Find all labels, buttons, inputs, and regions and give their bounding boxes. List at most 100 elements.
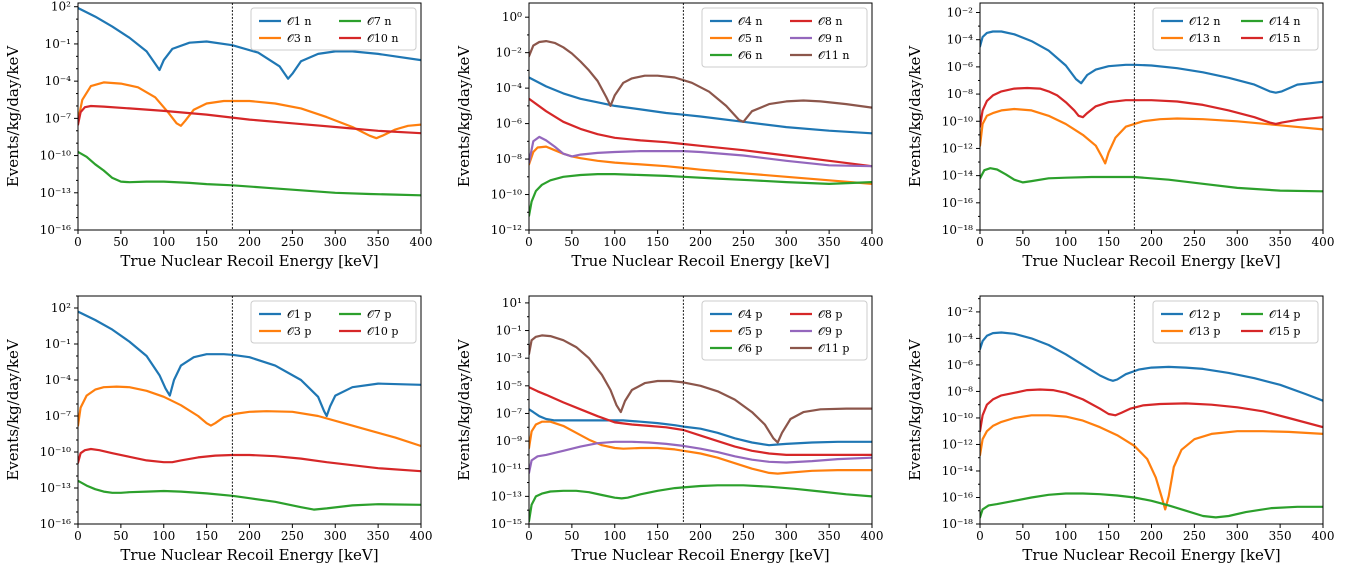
y-tick-label: 10⁻⁶	[947, 358, 974, 372]
y-tick-label: 10⁻¹⁰	[942, 114, 973, 128]
series-line-3	[529, 484, 872, 523]
y-tick-label: 10⁻¹²	[942, 437, 973, 451]
x-axis-label: True Nuclear Recoil Energy [keV]	[1022, 546, 1280, 564]
x-tick-label: 250	[281, 529, 304, 543]
legend-label: 𝒪1 p	[287, 308, 311, 321]
legend-label: 𝒪14 p	[1269, 308, 1300, 321]
x-tick-label: 350	[818, 529, 841, 543]
legend-label: 𝒪4 p	[738, 308, 762, 321]
x-tick-label: 100	[152, 235, 175, 249]
y-tick-label: 10⁻¹⁰	[491, 188, 522, 202]
series-line-2	[78, 385, 421, 448]
y-tick-label: 10⁻¹⁰	[942, 411, 973, 425]
x-tick-label: 100	[152, 529, 175, 543]
y-tick-label: 10⁻⁶	[496, 117, 523, 131]
y-tick-label: 10⁻⁷	[496, 406, 523, 420]
legend-label: 𝒪7 p	[367, 308, 391, 321]
x-tick-label: 0	[976, 235, 984, 249]
legend-label: 𝒪4 n	[738, 15, 763, 28]
y-tick-label: 10⁰	[502, 10, 522, 24]
legend-box	[701, 300, 868, 361]
series-line-4	[78, 104, 421, 135]
y-tick-label: 10⁻¹⁰	[40, 445, 71, 459]
series-line-3	[78, 479, 421, 511]
series-line-1	[78, 6, 421, 80]
series-line-4	[529, 97, 872, 168]
legend: 𝒪1 n 𝒪3 n 𝒪7 n 𝒪10 n	[250, 7, 417, 51]
x-tick-label: 250	[281, 235, 304, 249]
y-axis-label: Events/kg/day/keV	[906, 338, 924, 481]
x-tick-label: 350	[1269, 529, 1292, 543]
series-line-1	[529, 408, 872, 447]
x-tick-label: 150	[646, 529, 669, 543]
y-tick-label: 10⁻¹²	[942, 141, 973, 155]
y-tick-label: 10⁻⁸	[947, 384, 974, 398]
y-tick-label: 10⁻¹¹	[491, 462, 522, 476]
series-lines	[980, 30, 1323, 193]
series-line-2	[529, 420, 872, 475]
legend-label: 𝒪1 n	[287, 15, 312, 28]
y-tick-label: 10⁻⁷	[45, 111, 72, 125]
x-tick-label: 200	[689, 235, 712, 249]
x-tick-label: 200	[1140, 235, 1163, 249]
series-line-4	[980, 86, 1323, 128]
x-tick-label: 400	[1312, 529, 1335, 543]
legend-label: 𝒪7 n	[367, 15, 392, 28]
x-tick-label: 200	[238, 235, 261, 249]
y-axis-label: Events/kg/day/keV	[455, 45, 473, 188]
x-tick-label: 50	[1015, 235, 1030, 249]
y-tick-label: 10⁻²	[947, 6, 974, 20]
y-tick-label: 10⁻⁴	[947, 33, 974, 47]
chart-panel-4: 0 50 100 150 200 250 300 350 400 10⁻¹⁶ 10⁻¹³ 10⁻¹⁰ 1…	[4, 295, 432, 564]
legend-label: 𝒪10 n	[367, 32, 399, 45]
series-line-3	[78, 150, 421, 197]
x-tick-label: 200	[689, 529, 712, 543]
y-tick-label: 10⁻¹⁰	[40, 149, 71, 163]
y-tick-label: 10⁻¹	[45, 37, 71, 51]
legend-box	[1152, 300, 1319, 344]
legend-label: 𝒪15 n	[1269, 32, 1301, 45]
y-axis-label: Events/kg/day/keV	[906, 45, 924, 188]
series-line-5	[529, 135, 872, 168]
legend-label: 𝒪11 n	[818, 49, 850, 62]
y-tick-label: 10⁻⁵	[496, 379, 523, 393]
x-tick-label: 400	[1312, 235, 1335, 249]
x-axis-label: True Nuclear Recoil Energy [keV]	[120, 252, 378, 270]
y-tick-label: 10⁻¹⁵	[491, 517, 522, 531]
x-tick-label: 300	[775, 529, 798, 543]
series-line-5	[529, 440, 872, 474]
chart-panel-2: 0 50 100 150 200 250 300 350 400 10⁻¹² 10⁻¹⁰ 10⁻⁸ 10…	[455, 2, 883, 270]
legend-label: 𝒪9 p	[818, 325, 842, 338]
x-tick-label: 300	[775, 235, 798, 249]
x-tick-label: 250	[1183, 235, 1206, 249]
legend-box	[250, 7, 417, 51]
y-tick-label: 10⁻¹⁶	[40, 517, 71, 531]
x-tick-label: 250	[732, 235, 755, 249]
y-tick-label: 10⁻¹⁶	[942, 490, 973, 504]
x-tick-label: 150	[195, 529, 218, 543]
legend-label: 𝒪10 p	[367, 325, 398, 338]
legend-label: 𝒪11 p	[818, 342, 849, 355]
chart-panel-1: 0 50 100 150 200 250 300 350 400 10⁻¹⁶ 10⁻¹³ 10⁻¹⁰ 1…	[4, 0, 432, 270]
legend-label: 𝒪8 p	[818, 308, 842, 321]
legend-box	[1152, 7, 1319, 51]
y-tick-label: 10⁻¹²	[491, 223, 522, 237]
x-tick-label: 100	[1054, 529, 1077, 543]
y-tick-label: 10⁻³	[496, 351, 523, 365]
x-tick-label: 350	[818, 235, 841, 249]
x-tick-label: 150	[1097, 235, 1120, 249]
series-lines	[78, 6, 421, 197]
legend-label: 𝒪13 p	[1189, 325, 1220, 338]
y-tick-label: 10⁻¹⁴	[942, 169, 973, 183]
x-tick-label: 300	[1226, 529, 1249, 543]
y-tick-label: 10⁻¹⁶	[942, 196, 973, 210]
x-tick-label: 250	[732, 529, 755, 543]
x-tick-label: 0	[74, 529, 82, 543]
legend: 𝒪12 n 𝒪13 n 𝒪14 n 𝒪15 n	[1152, 7, 1319, 51]
x-tick-label: 400	[410, 235, 433, 249]
series-line-4	[980, 388, 1323, 433]
x-tick-label: 100	[1054, 235, 1077, 249]
y-tick-label: 10⁻⁴	[496, 81, 523, 95]
legend-label: 𝒪3 p	[287, 325, 311, 338]
